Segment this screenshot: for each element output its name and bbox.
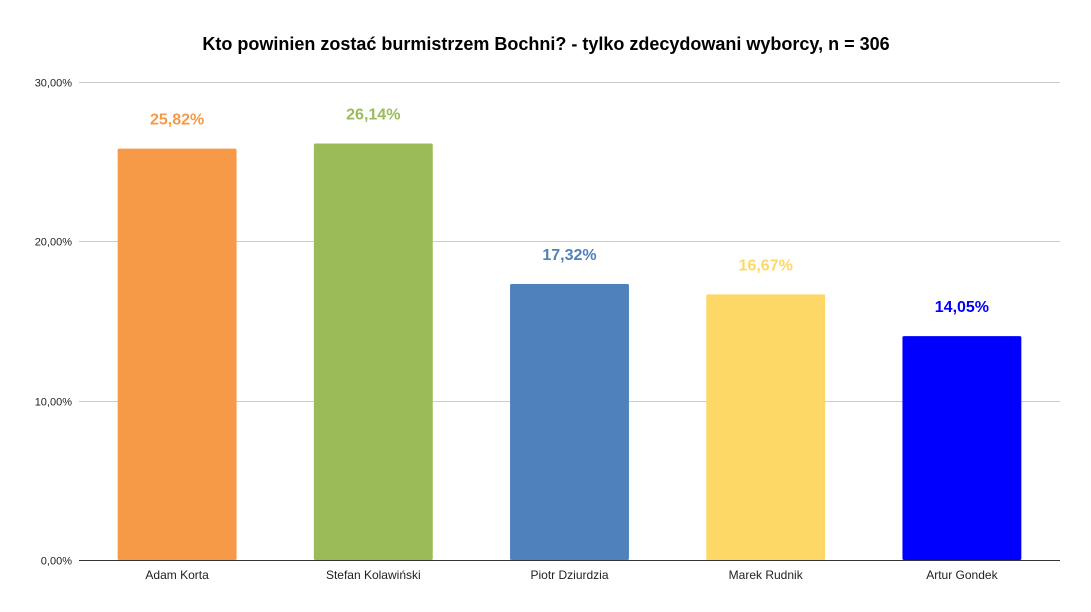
data-label: 17,32%: [542, 247, 596, 264]
x-tick-label: Stefan Kolawiński: [326, 568, 421, 582]
y-tick-label: 0,00%: [41, 556, 72, 568]
y-axis-ticks: 0,00% 10,00% 20,00% 30,00%: [35, 78, 73, 568]
x-tick-label: Piotr Dziurdzia: [530, 568, 608, 582]
bar: [117, 148, 237, 561]
y-tick-label: 30,00%: [35, 78, 73, 90]
y-tick-label: 20,00%: [35, 237, 73, 249]
x-tick-label: Artur Gondek: [926, 568, 998, 582]
bar: [902, 336, 1022, 560]
bar: [510, 284, 629, 560]
data-label: 26,14%: [346, 107, 400, 124]
x-tick-label: Adam Korta: [145, 568, 209, 582]
data-label: 25,82%: [150, 112, 204, 129]
x-tick-label: Marek Rudnik: [729, 568, 804, 582]
bars: [117, 143, 1022, 561]
data-labels: 25,82% 26,14% 17,32% 16,67% 14,05%: [150, 107, 989, 317]
data-label: 14,05%: [935, 299, 989, 316]
x-axis-ticks: Adam Korta Stefan Kolawiński Piotr Dziurdz…: [145, 568, 998, 582]
data-label: 16,67%: [739, 257, 793, 274]
chart-title: Kto powinien zostać burmistrzem Bochni? …: [202, 34, 889, 54]
bar: [313, 143, 433, 560]
y-tick-label: 10,00%: [35, 397, 73, 409]
bar: [706, 294, 826, 560]
